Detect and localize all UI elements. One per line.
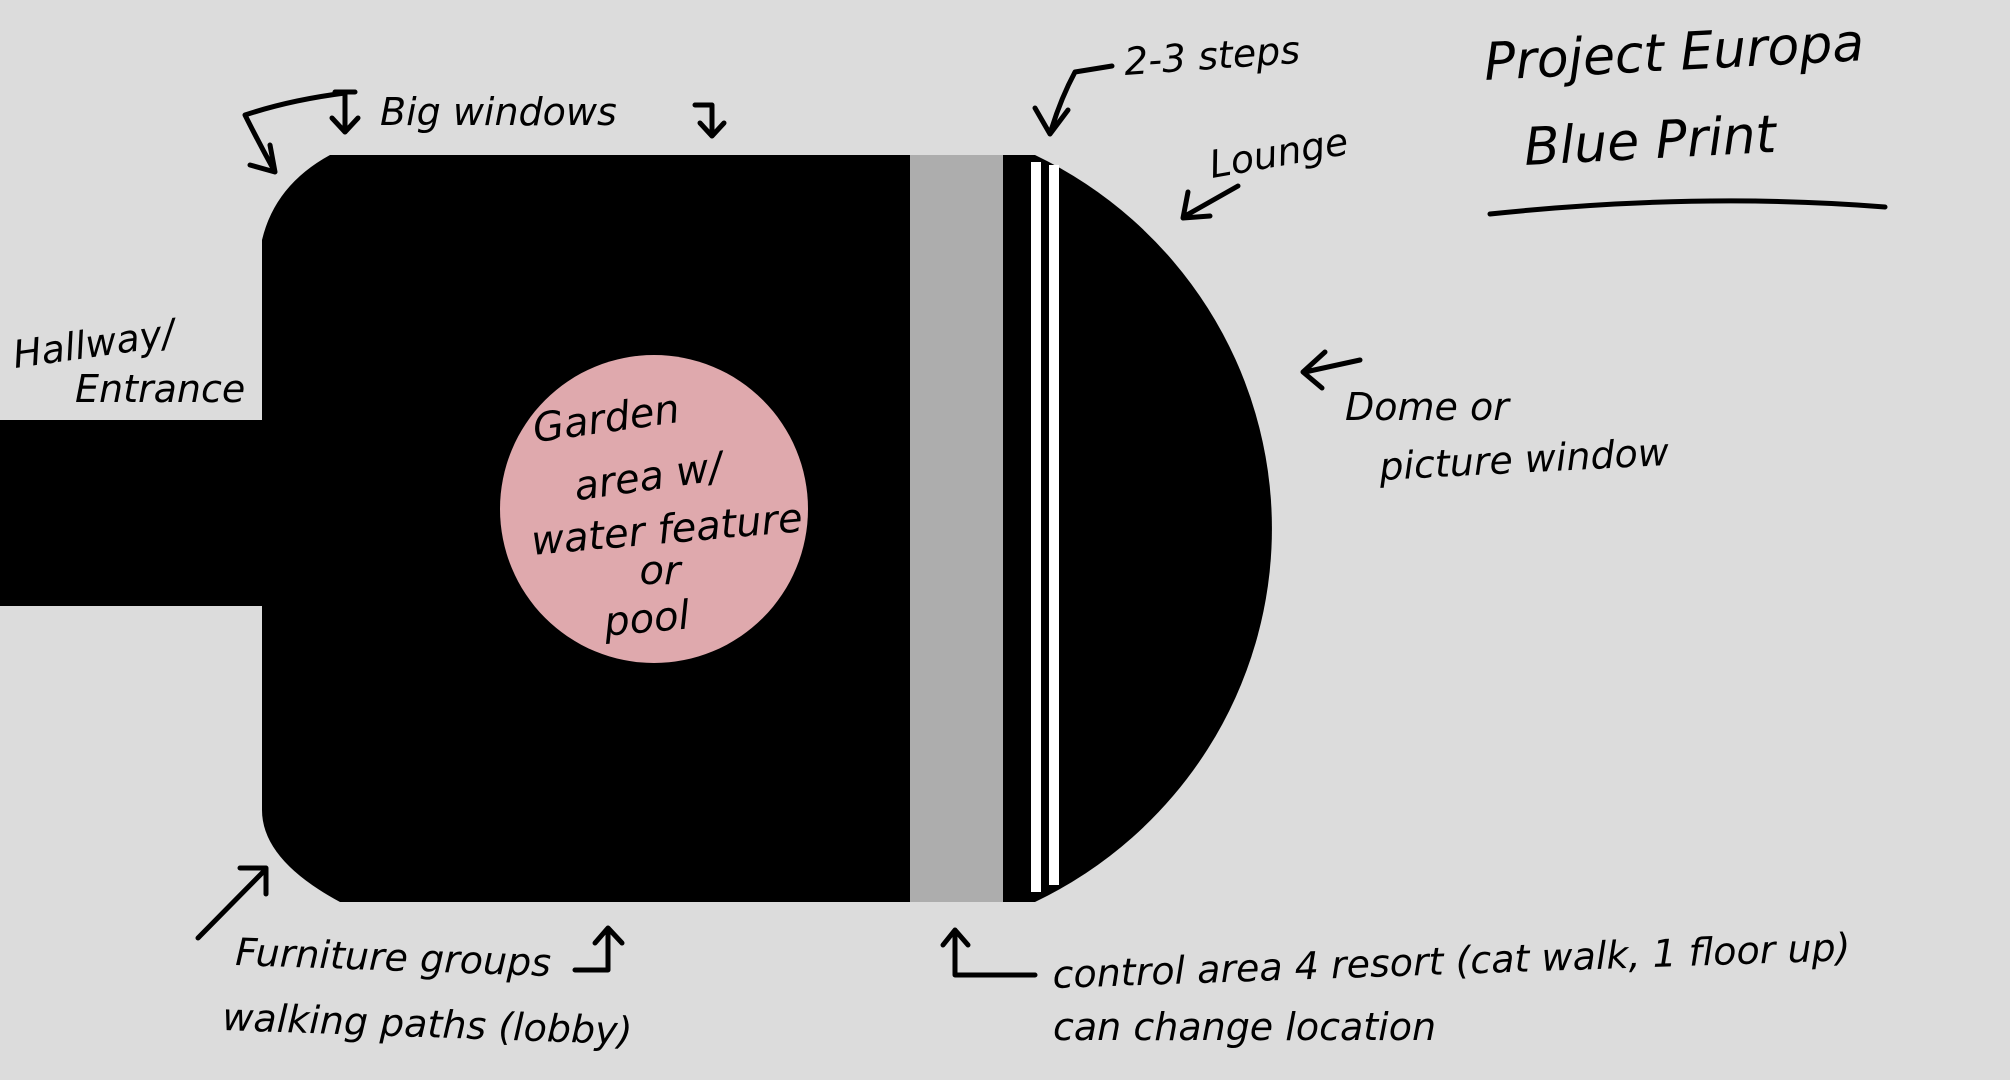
step-rail-1 [1031, 162, 1041, 892]
dome-label-line2: picture window [1377, 430, 1671, 489]
big-windows-arrow-mid [329, 89, 361, 135]
steps-label: 2-3 steps [1123, 28, 1302, 84]
furniture-label-line1: Furniture groups [235, 930, 552, 985]
control-area-catwalk [910, 155, 1003, 902]
furniture-arrow-left [195, 865, 269, 941]
dome-arrow [1300, 349, 1363, 391]
lounge-label: Lounge [1206, 119, 1352, 187]
big-windows-arrow-right [692, 102, 727, 139]
title-line2: Blue Print [1523, 105, 1780, 178]
dome-label-line1: Dome or [1345, 385, 1511, 429]
steps-arrow [1032, 63, 1115, 137]
big-windows-arrow-left [242, 90, 348, 175]
hallway-shape [0, 420, 270, 606]
garden-label-line4: or [640, 548, 683, 594]
big-windows-label: Big windows [380, 90, 617, 134]
garden-label-line5: pool [601, 592, 691, 645]
furniture-arrow-right [572, 925, 625, 973]
control-area-label-line1: control area 4 resort (cat walk, 1 floor… [1052, 925, 1851, 997]
title-line1: Project Europa [1483, 13, 1866, 93]
lounge-dome [1003, 155, 1272, 902]
lounge-arrow [1180, 183, 1241, 221]
furniture-label-line2: walking paths (lobby) [222, 995, 634, 1053]
title-underline [1487, 198, 1888, 217]
hallway-label-line2: Entrance [75, 367, 245, 411]
garden-circle [500, 355, 808, 663]
step-rail-2 [1049, 165, 1059, 885]
control-area-label-line2: can change location [1053, 1005, 1436, 1049]
control-area-arrow [940, 927, 1038, 978]
